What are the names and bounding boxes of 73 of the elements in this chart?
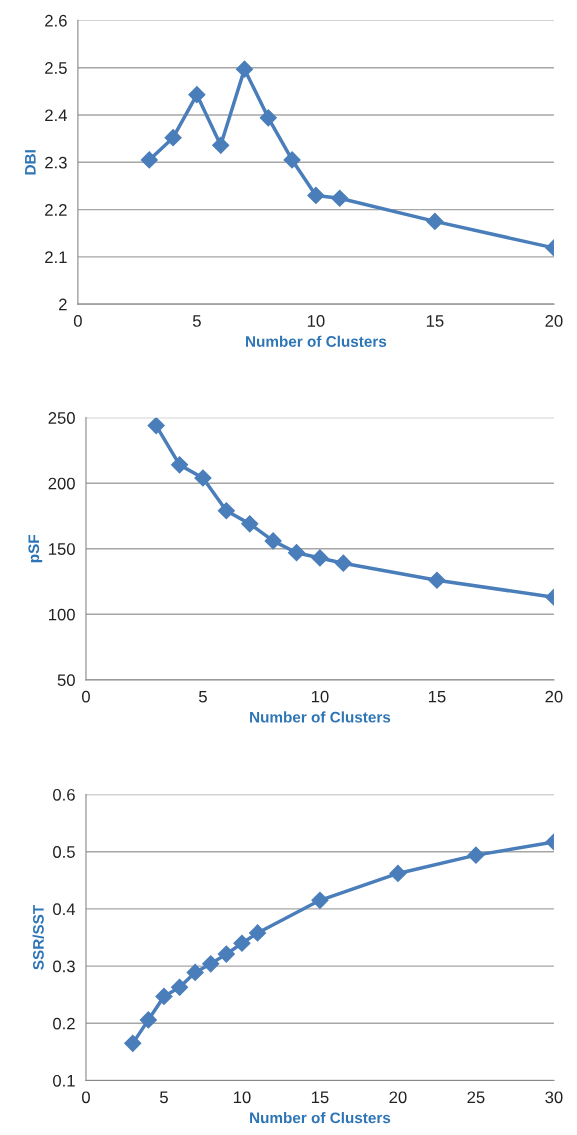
x-tick-label: 20 bbox=[545, 690, 563, 703]
point bbox=[428, 571, 446, 589]
y-tick-label: 150 bbox=[49, 543, 75, 555]
y-tick-label: 0.2 bbox=[53, 1017, 75, 1030]
point bbox=[264, 532, 282, 550]
point bbox=[164, 129, 182, 147]
y-tick-label: 100 bbox=[49, 608, 75, 621]
x-tick-label: 20 bbox=[389, 1091, 407, 1104]
point bbox=[283, 151, 301, 169]
point bbox=[171, 456, 189, 474]
point bbox=[217, 945, 235, 963]
x-tick-label: 15 bbox=[428, 690, 446, 703]
x-tick-label: 0 bbox=[73, 315, 82, 327]
point bbox=[202, 955, 220, 973]
point bbox=[155, 987, 173, 1005]
x-axis-title: Number of Clusters bbox=[246, 335, 387, 347]
point bbox=[389, 864, 407, 882]
x-tick-label: 15 bbox=[426, 315, 444, 327]
x-tick-label: 5 bbox=[160, 1091, 168, 1104]
point bbox=[311, 549, 329, 567]
y-tick-label: 2.1 bbox=[45, 251, 67, 263]
y-tick-label: 0.4 bbox=[53, 903, 76, 916]
y-tick-label: 0.5 bbox=[53, 846, 75, 858]
point bbox=[307, 186, 325, 204]
point bbox=[467, 846, 485, 864]
point bbox=[188, 86, 206, 104]
y-tick-label: 50 bbox=[57, 674, 75, 687]
x-tick-label: 15 bbox=[311, 1091, 329, 1104]
point bbox=[139, 1011, 157, 1029]
y-tick-label: 0.3 bbox=[53, 960, 75, 973]
y-tick-label: 2.5 bbox=[45, 62, 67, 74]
point bbox=[334, 554, 352, 572]
point bbox=[311, 891, 329, 909]
x-tick-label: 5 bbox=[192, 315, 201, 327]
point bbox=[259, 109, 277, 127]
point bbox=[426, 212, 444, 230]
point bbox=[194, 469, 212, 487]
point bbox=[233, 934, 251, 952]
y-tick-label: 2.3 bbox=[45, 156, 67, 169]
point bbox=[287, 544, 306, 562]
y-axis-title: SSR/SST bbox=[32, 904, 44, 970]
y-tick-label: 2 bbox=[59, 298, 67, 311]
x-tick-label: 5 bbox=[198, 690, 207, 703]
point bbox=[331, 189, 349, 207]
point bbox=[124, 1034, 142, 1052]
point bbox=[147, 417, 165, 435]
x-tick-label: 0 bbox=[81, 1091, 90, 1104]
point bbox=[241, 515, 259, 533]
x-tick-label: 25 bbox=[467, 1091, 485, 1104]
x-tick-label: 10 bbox=[307, 315, 325, 327]
point bbox=[171, 978, 189, 996]
y-tick-label: 200 bbox=[48, 477, 75, 490]
y-tick-label: 0.6 bbox=[53, 788, 75, 801]
y-tick-label: 2.2 bbox=[45, 204, 67, 216]
point bbox=[140, 151, 158, 169]
x-tick-label: 0 bbox=[81, 690, 90, 703]
x-axis-title: Number of Clusters bbox=[250, 711, 391, 723]
y-axis-title: pSF bbox=[28, 534, 43, 563]
point bbox=[186, 963, 204, 981]
x-tick-label: 20 bbox=[545, 315, 563, 327]
point bbox=[217, 502, 235, 520]
y-axis-title: DBI bbox=[25, 150, 36, 175]
x-axis-title: Number of Clusters bbox=[250, 1112, 391, 1124]
point bbox=[249, 924, 267, 942]
y-tick-label: 2.6 bbox=[45, 14, 67, 27]
y-tick-label: 2.4 bbox=[45, 109, 67, 122]
point bbox=[235, 60, 254, 78]
y-tick-label: 0.1 bbox=[53, 1074, 75, 1087]
y-tick-label: 250 bbox=[48, 412, 75, 424]
point bbox=[212, 136, 230, 154]
x-tick-label: 10 bbox=[233, 1091, 251, 1104]
x-tick-label: 10 bbox=[311, 690, 329, 703]
x-tick-label: 30 bbox=[545, 1091, 563, 1104]
